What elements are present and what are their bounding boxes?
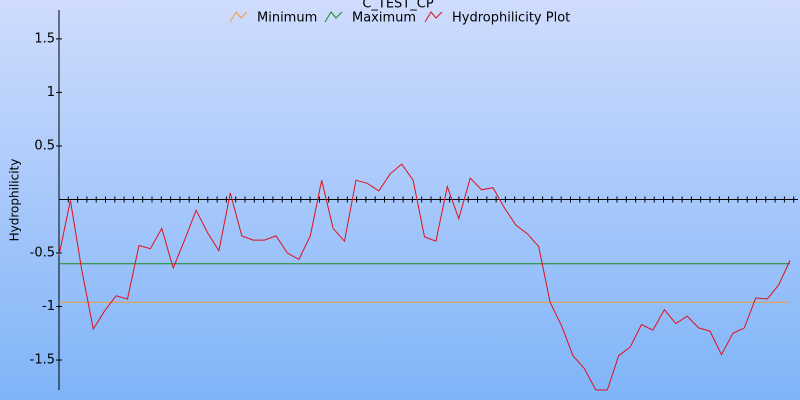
series-line bbox=[58, 163, 791, 391]
chart-title: C_TEST_CP bbox=[362, 0, 434, 12]
y-tick-label: -1.5 bbox=[30, 353, 55, 368]
legend-label: Maximum bbox=[352, 11, 416, 26]
y-tick-label: 1.5 bbox=[34, 31, 55, 46]
y-tick-label: -0.5 bbox=[30, 245, 55, 260]
legend-icon bbox=[424, 11, 443, 23]
legend-label: Minimum bbox=[257, 11, 317, 26]
y-axis-label: Hydrophilicity bbox=[8, 159, 22, 242]
legend-icon bbox=[324, 11, 343, 23]
y-tick-label: 1 bbox=[47, 85, 55, 100]
y-tick-label: -1 bbox=[42, 299, 55, 314]
legend-label: Hydrophilicity Plot bbox=[452, 11, 570, 26]
y-tick-label: 0.5 bbox=[34, 138, 55, 153]
legend-icon bbox=[229, 11, 248, 23]
